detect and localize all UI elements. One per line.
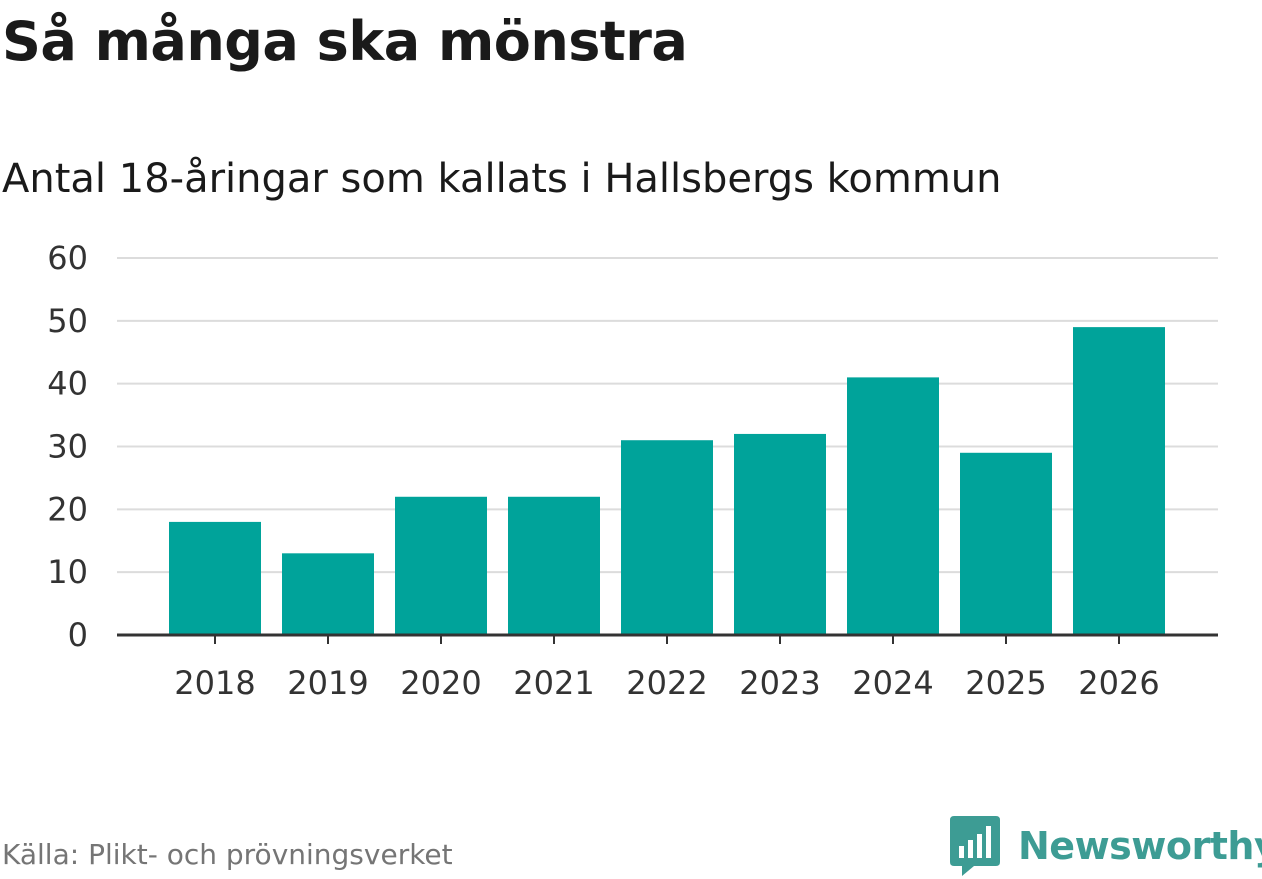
bar-2025 (960, 452, 1052, 635)
bar-2024 (847, 377, 939, 635)
x-tick-label: 2018 (174, 664, 255, 702)
bar-2023 (734, 433, 826, 635)
y-tick-label: 10 (47, 553, 88, 591)
y-tick-label: 0 (68, 616, 88, 654)
newsworthy-logo-icon (950, 816, 1000, 876)
y-tick-label: 30 (47, 428, 88, 466)
x-tick-label: 2025 (965, 664, 1046, 702)
bar-2026 (1073, 327, 1165, 635)
y-axis-ticks: 0 10 20 30 40 50 60 (47, 239, 88, 654)
x-tick-label: 2026 (1078, 664, 1159, 702)
x-tick-label: 2021 (513, 664, 594, 702)
chart-title: Så många ska mönstra (2, 10, 688, 73)
bar-2020 (395, 496, 487, 635)
chart-subtitle: Antal 18-åringar som kallats i Hallsberg… (2, 156, 1002, 202)
bar-2021 (508, 496, 600, 635)
bar-2019 (282, 553, 374, 635)
x-axis (117, 633, 1218, 644)
source-note: Källa: Plikt- och prövningsverket (2, 838, 453, 871)
bar-2018 (169, 521, 261, 635)
y-tick-label: 20 (47, 490, 88, 528)
x-tick-label: 2019 (287, 664, 368, 702)
brand-logo: Newsworthy (950, 816, 1262, 876)
x-axis-ticks: 2018 2019 2020 2021 2022 2023 2024 2025 2026 (174, 664, 1159, 702)
bars (169, 327, 1165, 635)
y-tick-label: 40 (47, 365, 88, 403)
y-tick-label: 60 (47, 239, 88, 277)
x-tick-label: 2023 (739, 664, 820, 702)
x-tick-label: 2020 (400, 664, 481, 702)
x-tick-label: 2024 (852, 664, 933, 702)
brand-name: Newsworthy (1018, 824, 1262, 868)
y-tick-label: 50 (47, 302, 88, 340)
x-tick-label: 2022 (626, 664, 707, 702)
bar-2022 (621, 440, 713, 635)
